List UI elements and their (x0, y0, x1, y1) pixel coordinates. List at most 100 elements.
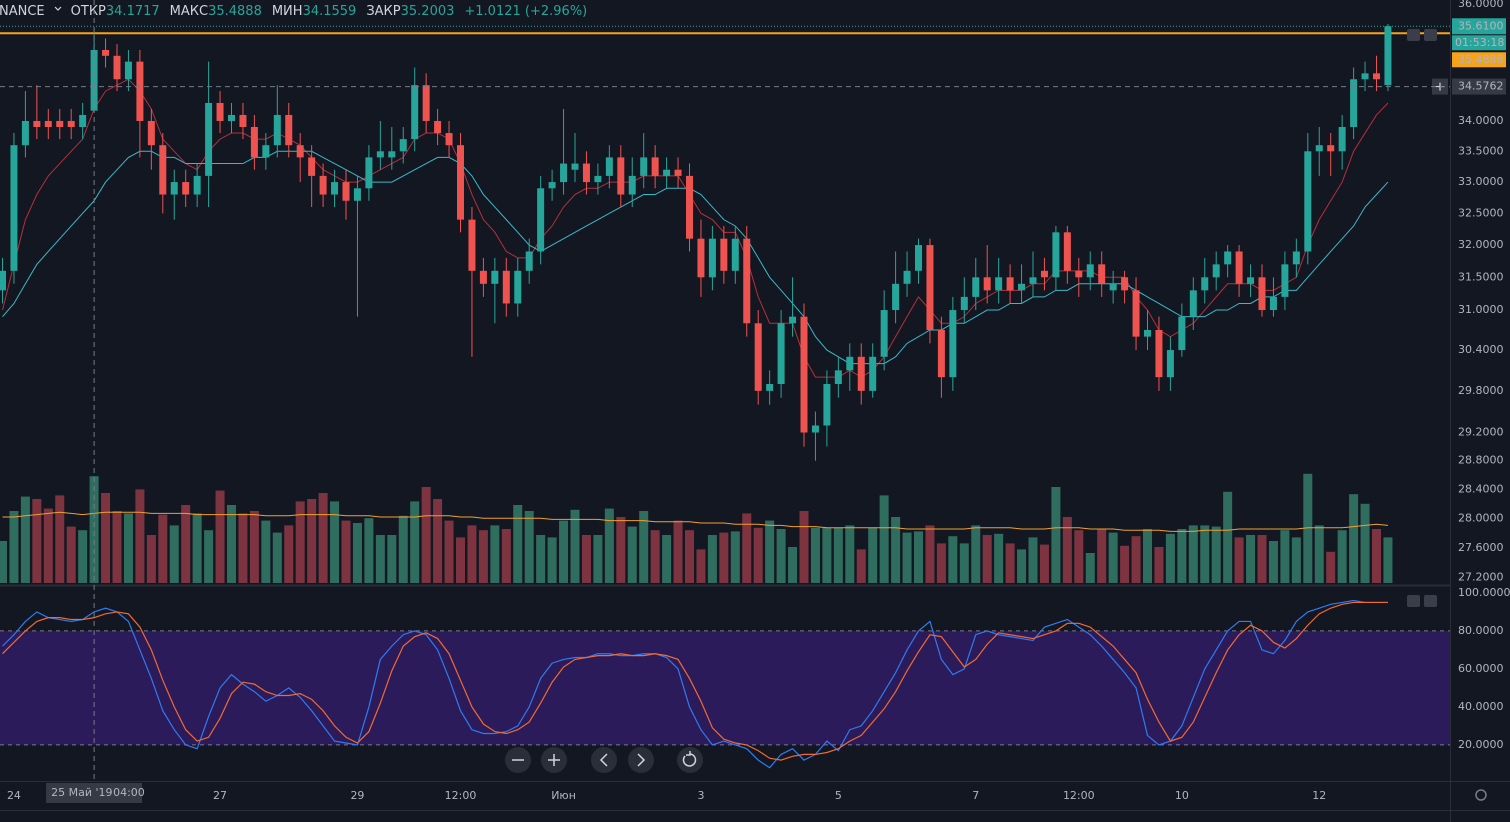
crosshair-date-box (46, 783, 143, 803)
icon (682, 751, 697, 767)
y-tick-label: 33.0000 (1458, 175, 1504, 188)
candle-body (537, 188, 545, 252)
candle-body (10, 145, 18, 271)
volume-bar (959, 543, 969, 583)
candle-body (457, 145, 464, 220)
candle-body (1315, 145, 1323, 152)
y-tick-label: 28.8000 (1458, 454, 1504, 467)
candle-body (262, 145, 270, 158)
candle-body (136, 61, 144, 121)
maximize-button[interactable] (1424, 595, 1437, 607)
x-tick-label: 10 (1175, 789, 1189, 802)
volume-bar (0, 541, 7, 583)
volume-bar (788, 547, 798, 583)
collapse-button[interactable] (1407, 595, 1420, 607)
volume-bar (948, 536, 958, 583)
volume-bar (593, 535, 603, 583)
volume-bar (1246, 535, 1256, 583)
candle-body (1189, 290, 1197, 317)
candle-body (857, 356, 865, 391)
volume-bar (833, 527, 843, 583)
candle-body (1109, 283, 1117, 291)
candle-body (548, 182, 556, 189)
volume-bar (914, 531, 923, 583)
volume-bar (1120, 545, 1130, 583)
candle-body (674, 169, 682, 176)
volume-bar (891, 517, 901, 583)
volume-bar (456, 537, 465, 583)
volume-bar (410, 501, 420, 583)
volume-bar (89, 476, 99, 583)
collapse-button[interactable] (1407, 29, 1420, 41)
legend-value: 35.2003 (401, 4, 455, 19)
volume-bar (879, 495, 889, 583)
candle-body (743, 238, 751, 324)
y-tick-label: 31.5000 (1458, 270, 1504, 283)
y-tick-label: 28.0000 (1458, 511, 1504, 524)
icon (637, 753, 646, 767)
candle-body (1132, 290, 1140, 337)
reset-button[interactable] (677, 747, 703, 773)
volume-bar (707, 535, 717, 583)
candle-body (1212, 264, 1220, 278)
volume-bar (352, 523, 362, 583)
candle-body (502, 270, 510, 304)
volume-bar (1131, 536, 1141, 583)
candle-body (170, 182, 178, 195)
candle-body (1121, 277, 1129, 291)
candle-body (720, 238, 728, 271)
candle-body (365, 157, 373, 189)
candle-body (926, 245, 934, 330)
candle-body (1098, 264, 1106, 284)
y-tick-label: 27.6000 (1458, 541, 1504, 554)
volume-bar (215, 490, 225, 583)
candle-body (789, 316, 797, 324)
volume-bar (845, 525, 855, 583)
volume-bar (341, 520, 351, 583)
volume-bar (616, 517, 626, 583)
volume-ma (2, 511, 1389, 532)
volume-bar (249, 511, 259, 583)
volume-bar (112, 511, 122, 583)
volume-bar (627, 526, 637, 583)
candle-body (582, 163, 590, 183)
crosshair-time-label: 04:00 (113, 786, 145, 799)
candle-body (514, 270, 522, 304)
volume-bar (158, 514, 168, 583)
scroll-right-button[interactable] (628, 747, 654, 773)
settings-button[interactable] (1475, 789, 1487, 801)
candle-body (102, 49, 110, 56)
volume-bar (982, 535, 992, 583)
volume-bar (1165, 533, 1175, 583)
x-tick-label: 27 (213, 789, 227, 802)
volume-bar (307, 499, 317, 583)
candle-body (995, 277, 1003, 291)
volume-bar (1143, 529, 1152, 583)
volume-bar (66, 526, 76, 583)
candle-body (44, 120, 52, 128)
candle-body (915, 245, 922, 271)
candle-body (686, 175, 693, 239)
volume-bar (1039, 544, 1049, 583)
candle-body (1269, 296, 1277, 311)
volume-bar (169, 525, 179, 583)
volume-bar (1314, 525, 1324, 583)
volume-bar (1291, 537, 1301, 583)
volume-bar (1337, 530, 1347, 583)
y-tick-label: 29.8000 (1458, 384, 1504, 397)
candle-body (308, 157, 316, 176)
candle-body (594, 175, 602, 183)
scroll-left-button[interactable] (591, 747, 617, 773)
volume-bar (501, 529, 511, 583)
candle-body (1201, 277, 1209, 291)
candle-body (113, 55, 121, 80)
x-tick-label: 24 (7, 789, 21, 802)
maximize-button[interactable] (1424, 29, 1437, 41)
symbol-caret[interactable] (54, 6, 62, 11)
candle-body (331, 182, 339, 195)
candle-body (617, 157, 625, 195)
candle-body (79, 114, 87, 128)
volume-bar (1108, 532, 1118, 583)
volume-bar (146, 535, 156, 583)
candle-body (388, 151, 396, 158)
